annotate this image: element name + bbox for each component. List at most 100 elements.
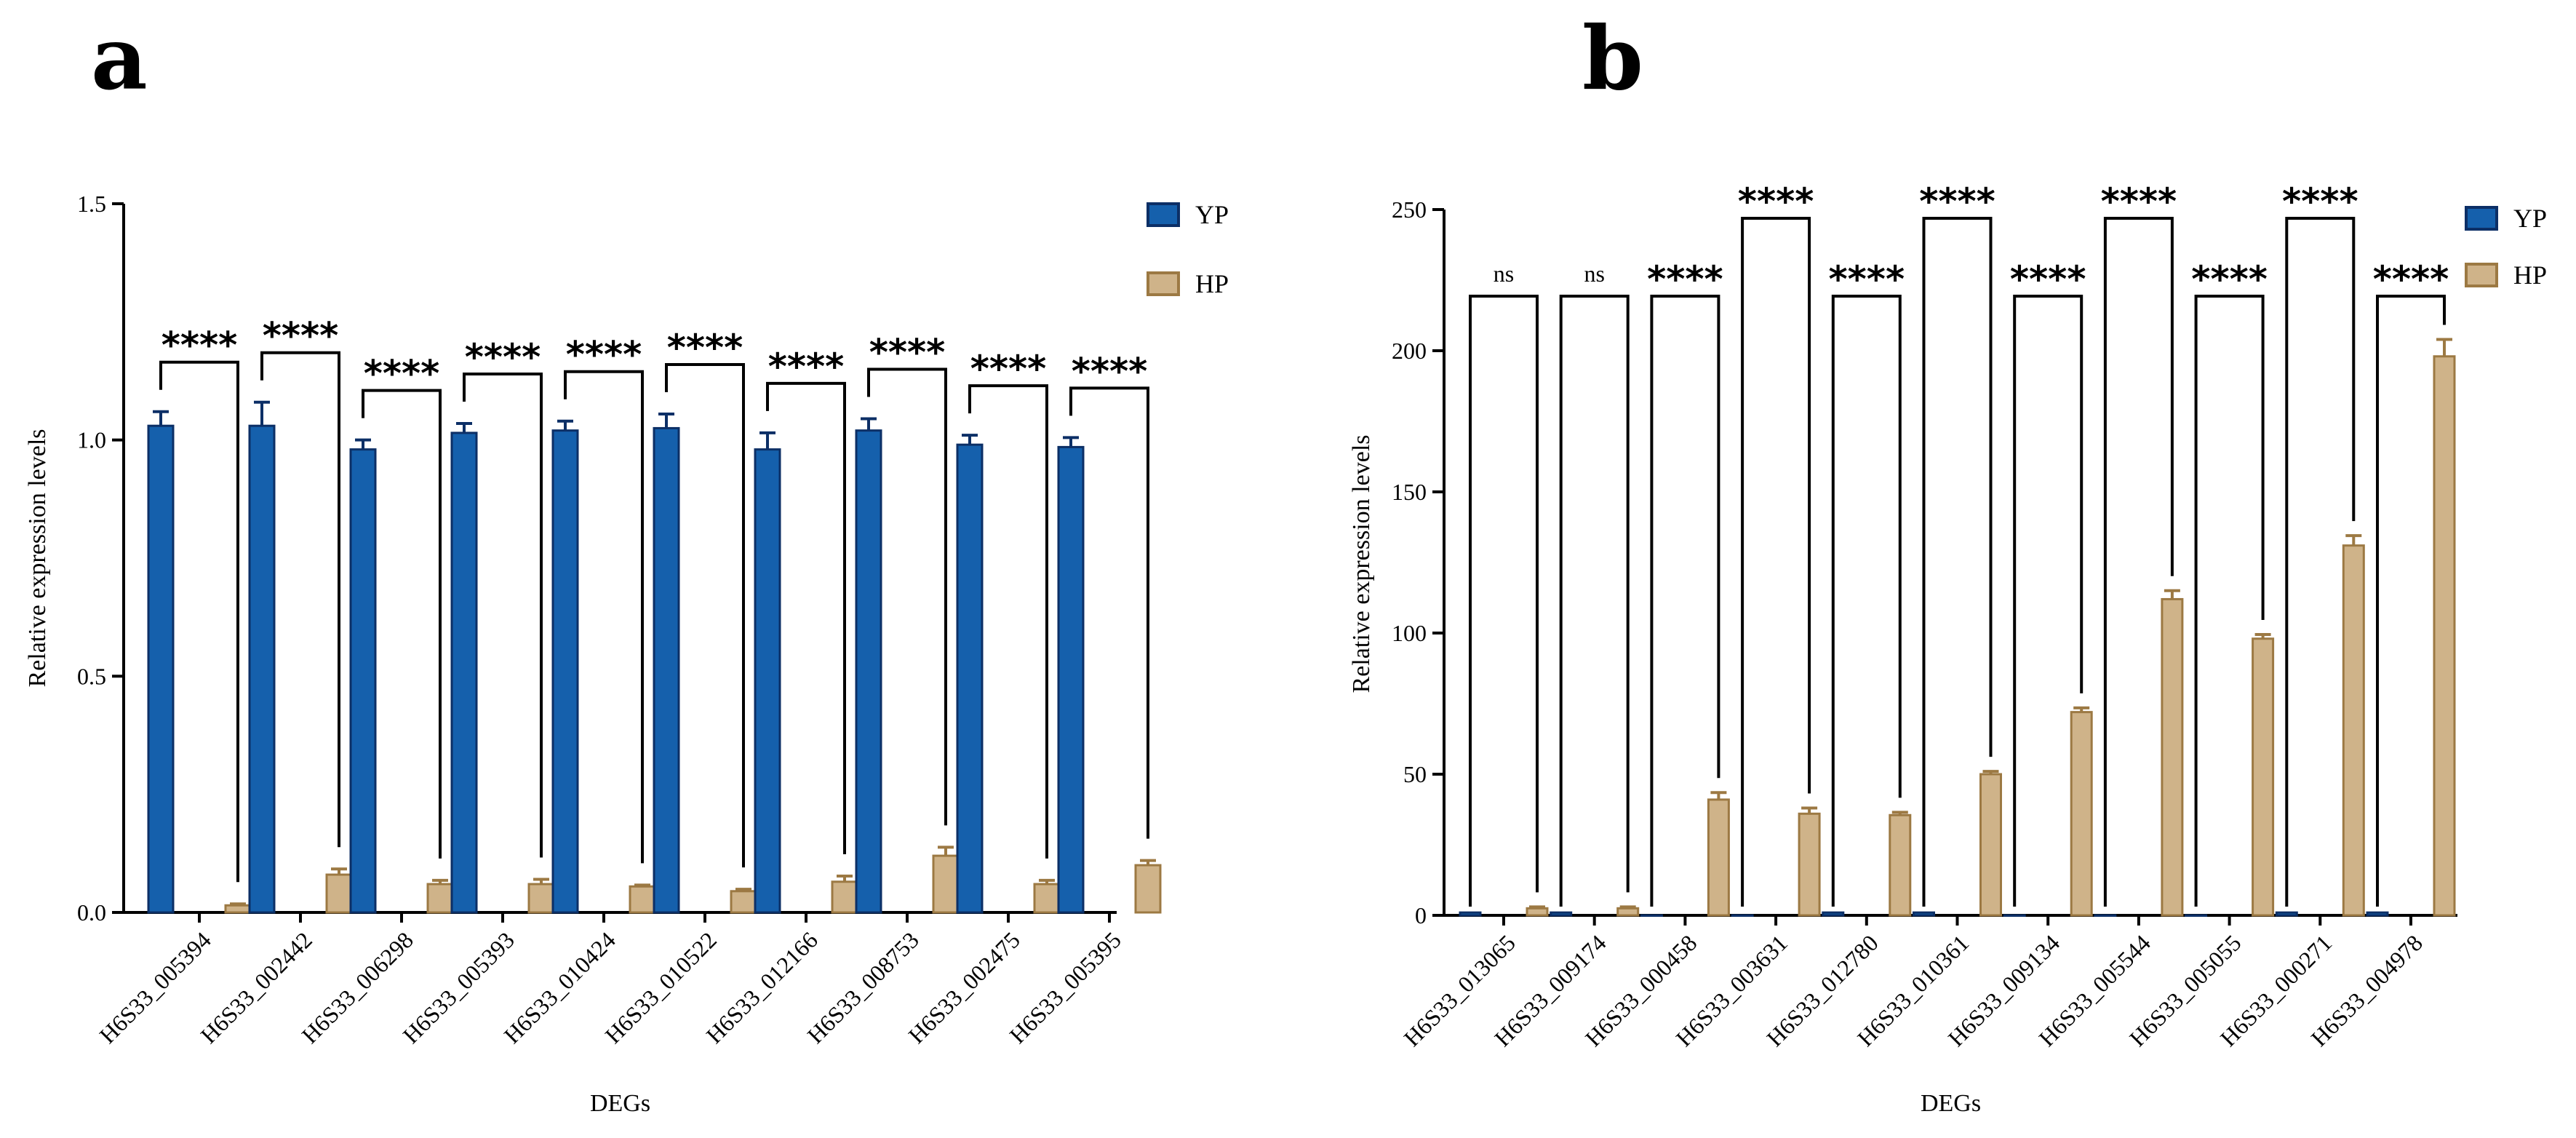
bar-hp <box>325 873 353 914</box>
panel-b-letter: b <box>1582 7 1643 110</box>
bar-yp <box>1057 445 1085 914</box>
significance-bracket <box>1741 217 1811 907</box>
significance-label: ns <box>1584 260 1604 287</box>
significance-bracket <box>1650 295 1720 907</box>
bar-yp <box>450 431 478 914</box>
significance-bracket <box>665 362 745 868</box>
significance-bracket <box>2285 217 2356 907</box>
bar-hp <box>426 883 454 914</box>
legend-swatch-yp <box>2465 206 2498 231</box>
y-tick-label: 100 <box>1392 620 1427 646</box>
significance-bracket <box>1069 386 1149 839</box>
bar-hp <box>1798 812 1821 917</box>
significance-label: **** <box>263 315 339 357</box>
bar-hp <box>2433 355 2456 917</box>
significance-bracket <box>564 370 644 864</box>
significance-label: **** <box>162 325 238 367</box>
bar-yp <box>2185 914 2208 917</box>
significance-bracket <box>260 351 340 848</box>
significance-label: **** <box>465 336 541 378</box>
significance-label: **** <box>869 331 946 373</box>
significance-bracket <box>2376 295 2446 907</box>
bar-yp <box>2094 914 2117 917</box>
significance-label: **** <box>1829 258 1905 301</box>
significance-bracket <box>1559 295 1630 907</box>
significance-bracket <box>1831 295 1902 907</box>
legend-swatch-hp <box>1147 271 1180 296</box>
legend-label-yp: YP <box>2513 204 2547 233</box>
significance-bracket <box>2194 295 2265 907</box>
legend-swatch-yp <box>1147 202 1180 227</box>
x-axis-title: DEGs <box>1921 1090 1981 1117</box>
significance-label: **** <box>2101 180 2177 223</box>
chart-b: 0 50 100 150 200 250 Relative expression level… <box>1348 180 2547 1117</box>
y-axis-title: Relative expression levels <box>24 429 51 687</box>
significance-label: ns <box>1494 260 1514 287</box>
bar-hp <box>730 890 757 914</box>
significance-bracket <box>2103 217 2174 907</box>
legend-label-hp: HP <box>1195 269 1229 298</box>
legend-swatch-hp <box>2465 263 2498 287</box>
significance-bracket <box>867 367 947 826</box>
bar-hp <box>1134 864 1162 914</box>
bar-hp <box>1707 798 1730 917</box>
bar-hp <box>1616 907 1640 917</box>
significance-label: **** <box>1738 180 1814 223</box>
significance-label: **** <box>2191 258 2268 301</box>
y-tick-label: 250 <box>1392 196 1427 223</box>
bar-yp <box>1459 911 1482 917</box>
bar-yp <box>653 426 680 914</box>
legend-label-yp: YP <box>1195 200 1229 229</box>
significance-bracket <box>1469 295 1539 907</box>
significance-label: **** <box>1919 180 1995 223</box>
y-tick-label: 0 <box>1415 902 1427 928</box>
significance-label: **** <box>566 334 642 376</box>
legend-label-hp: HP <box>2513 260 2547 290</box>
bar-hp <box>2161 597 2184 917</box>
bar-hp <box>2070 711 2093 917</box>
significance-label: **** <box>2282 180 2358 223</box>
significance-label: **** <box>364 353 440 395</box>
significance-label: **** <box>768 346 845 388</box>
significance-label: **** <box>667 327 743 369</box>
bar-yp <box>2366 911 2389 917</box>
bar-yp <box>956 443 984 914</box>
bar-yp <box>2275 911 2298 917</box>
bar-hp <box>831 880 858 914</box>
significance-label: **** <box>2373 258 2449 301</box>
panel-a-letter: a <box>91 7 148 110</box>
bar-hp <box>527 883 555 914</box>
bar-hp <box>1033 883 1061 914</box>
bar-yp <box>855 429 882 914</box>
y-tick-label: 50 <box>1403 761 1427 787</box>
bar-hp <box>1526 907 1549 917</box>
y-tick-label: 200 <box>1392 338 1427 364</box>
significance-bracket <box>766 381 846 854</box>
bar-hp <box>1979 773 2002 917</box>
bar-yp <box>1731 914 1754 917</box>
x-axis-title: DEGs <box>590 1090 650 1117</box>
significance-label: **** <box>1647 258 1723 301</box>
bar-yp <box>551 429 579 914</box>
bar-yp <box>147 424 175 914</box>
bar-yp <box>349 448 377 914</box>
bar-yp <box>1822 911 1845 917</box>
chart-a: 0.0 0.5 1.0 1.5 Relative expression levels DE… <box>24 191 1229 1117</box>
significance-bracket <box>1922 217 1993 907</box>
y-tick-label: 0.5 <box>77 663 106 689</box>
bar-yp <box>1640 914 1663 917</box>
significance-label: **** <box>2010 258 2086 301</box>
significance-label: **** <box>970 348 1047 390</box>
bar-yp <box>1550 911 1573 917</box>
significance-label: **** <box>1072 350 1148 392</box>
significance-bracket <box>968 384 1048 859</box>
bar-yp <box>248 424 276 914</box>
bar-hp <box>1889 813 1912 917</box>
bar-hp <box>629 885 656 914</box>
significance-bracket <box>362 389 442 859</box>
bar-hp <box>932 854 960 914</box>
significance-bracket <box>463 372 543 858</box>
y-tick-label: 1.5 <box>77 191 106 217</box>
y-tick-label: 150 <box>1392 479 1427 505</box>
